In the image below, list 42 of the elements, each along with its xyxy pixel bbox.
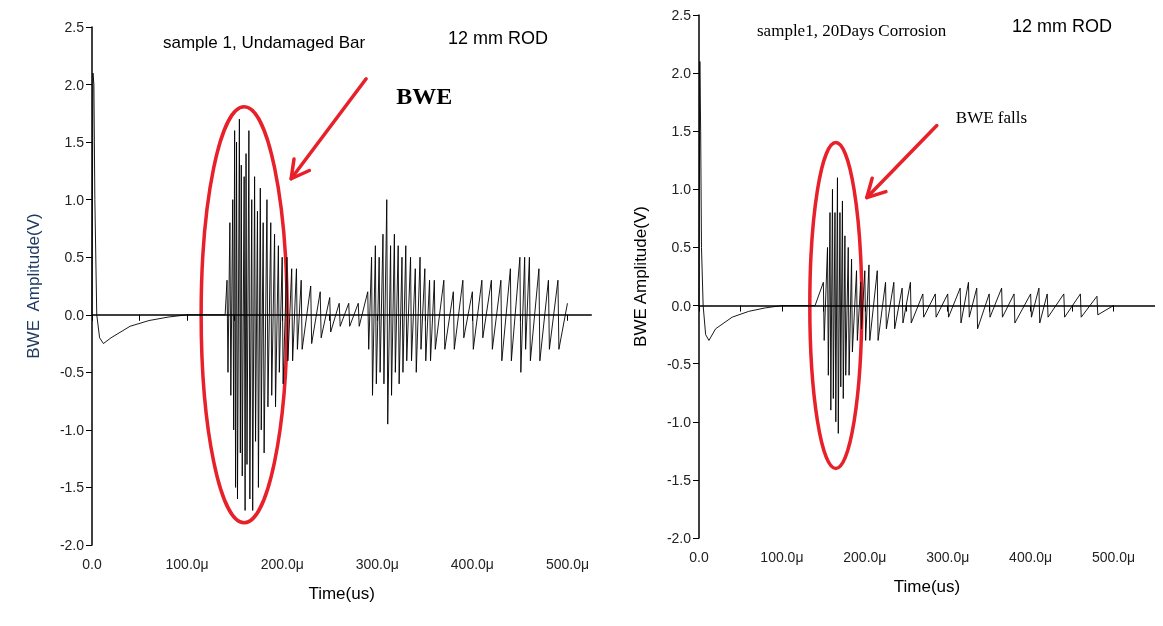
chart-title: sample 1, Undamaged Bar: [163, 33, 366, 52]
x-tick-label: 0.0: [82, 556, 102, 572]
y-tick-label: -1.0: [666, 413, 692, 430]
y-tick-label: -1.0: [59, 421, 85, 438]
annotation: 12 mm ROD: [448, 28, 549, 48]
annotation: 12 mm ROD: [1012, 16, 1113, 36]
chart-title: sample1, 20Days Corrosion: [757, 21, 947, 40]
y-tick-label: 1.0: [671, 181, 692, 198]
y-tick-label: -2.0: [59, 537, 85, 553]
x-tick-label: 300.0μ: [926, 549, 970, 565]
y-axis-title: BWE Amplitude(V): [631, 206, 650, 347]
y-tick-label: 0.5: [64, 249, 85, 266]
y-tick-label: -0.5: [666, 355, 692, 372]
x-tick-label: 200.0μ: [843, 549, 887, 565]
y-tick-label: 1.0: [64, 191, 85, 208]
y-tick-label: 0.0: [64, 306, 85, 323]
x-tick-label: 300.0μ: [355, 556, 399, 572]
y-tick-label: 2.5: [671, 7, 692, 23]
x-tick-label: 400.0μ: [450, 556, 494, 572]
y-tick-label: 2.0: [64, 76, 85, 93]
y-tick-label: 1.5: [671, 123, 692, 140]
y-tick-label: 0.0: [671, 297, 692, 314]
y-tick-label: 0.5: [671, 239, 692, 256]
x-tick-label: 100.0μ: [165, 556, 209, 572]
y-tick-label: -1.5: [59, 479, 85, 496]
x-axis-title: Time(us): [893, 577, 961, 596]
x-tick-label: 500.0μ: [1091, 549, 1136, 565]
x-tick-label: 100.0μ: [760, 549, 804, 565]
x-tick-label: 400.0μ: [1009, 549, 1053, 565]
y-tick-label: -0.5: [59, 364, 85, 381]
annotation: BWE: [396, 82, 453, 109]
y-tick-label: -2.0: [666, 530, 692, 546]
y-tick-label: 2.5: [64, 19, 85, 35]
y-axis-title: BWE Amplitude(V): [24, 213, 43, 359]
annotation: BWE falls: [955, 107, 1028, 127]
x-axis-title: Time(us): [308, 584, 375, 603]
x-tick-label: 0.0: [689, 549, 709, 565]
y-tick-label: 2.0: [671, 65, 692, 82]
y-tick-label: -1.5: [666, 471, 692, 488]
x-tick-label: 200.0μ: [260, 556, 304, 572]
x-tick-label: 500.0μ: [545, 556, 589, 572]
y-tick-label: 1.5: [64, 134, 85, 151]
